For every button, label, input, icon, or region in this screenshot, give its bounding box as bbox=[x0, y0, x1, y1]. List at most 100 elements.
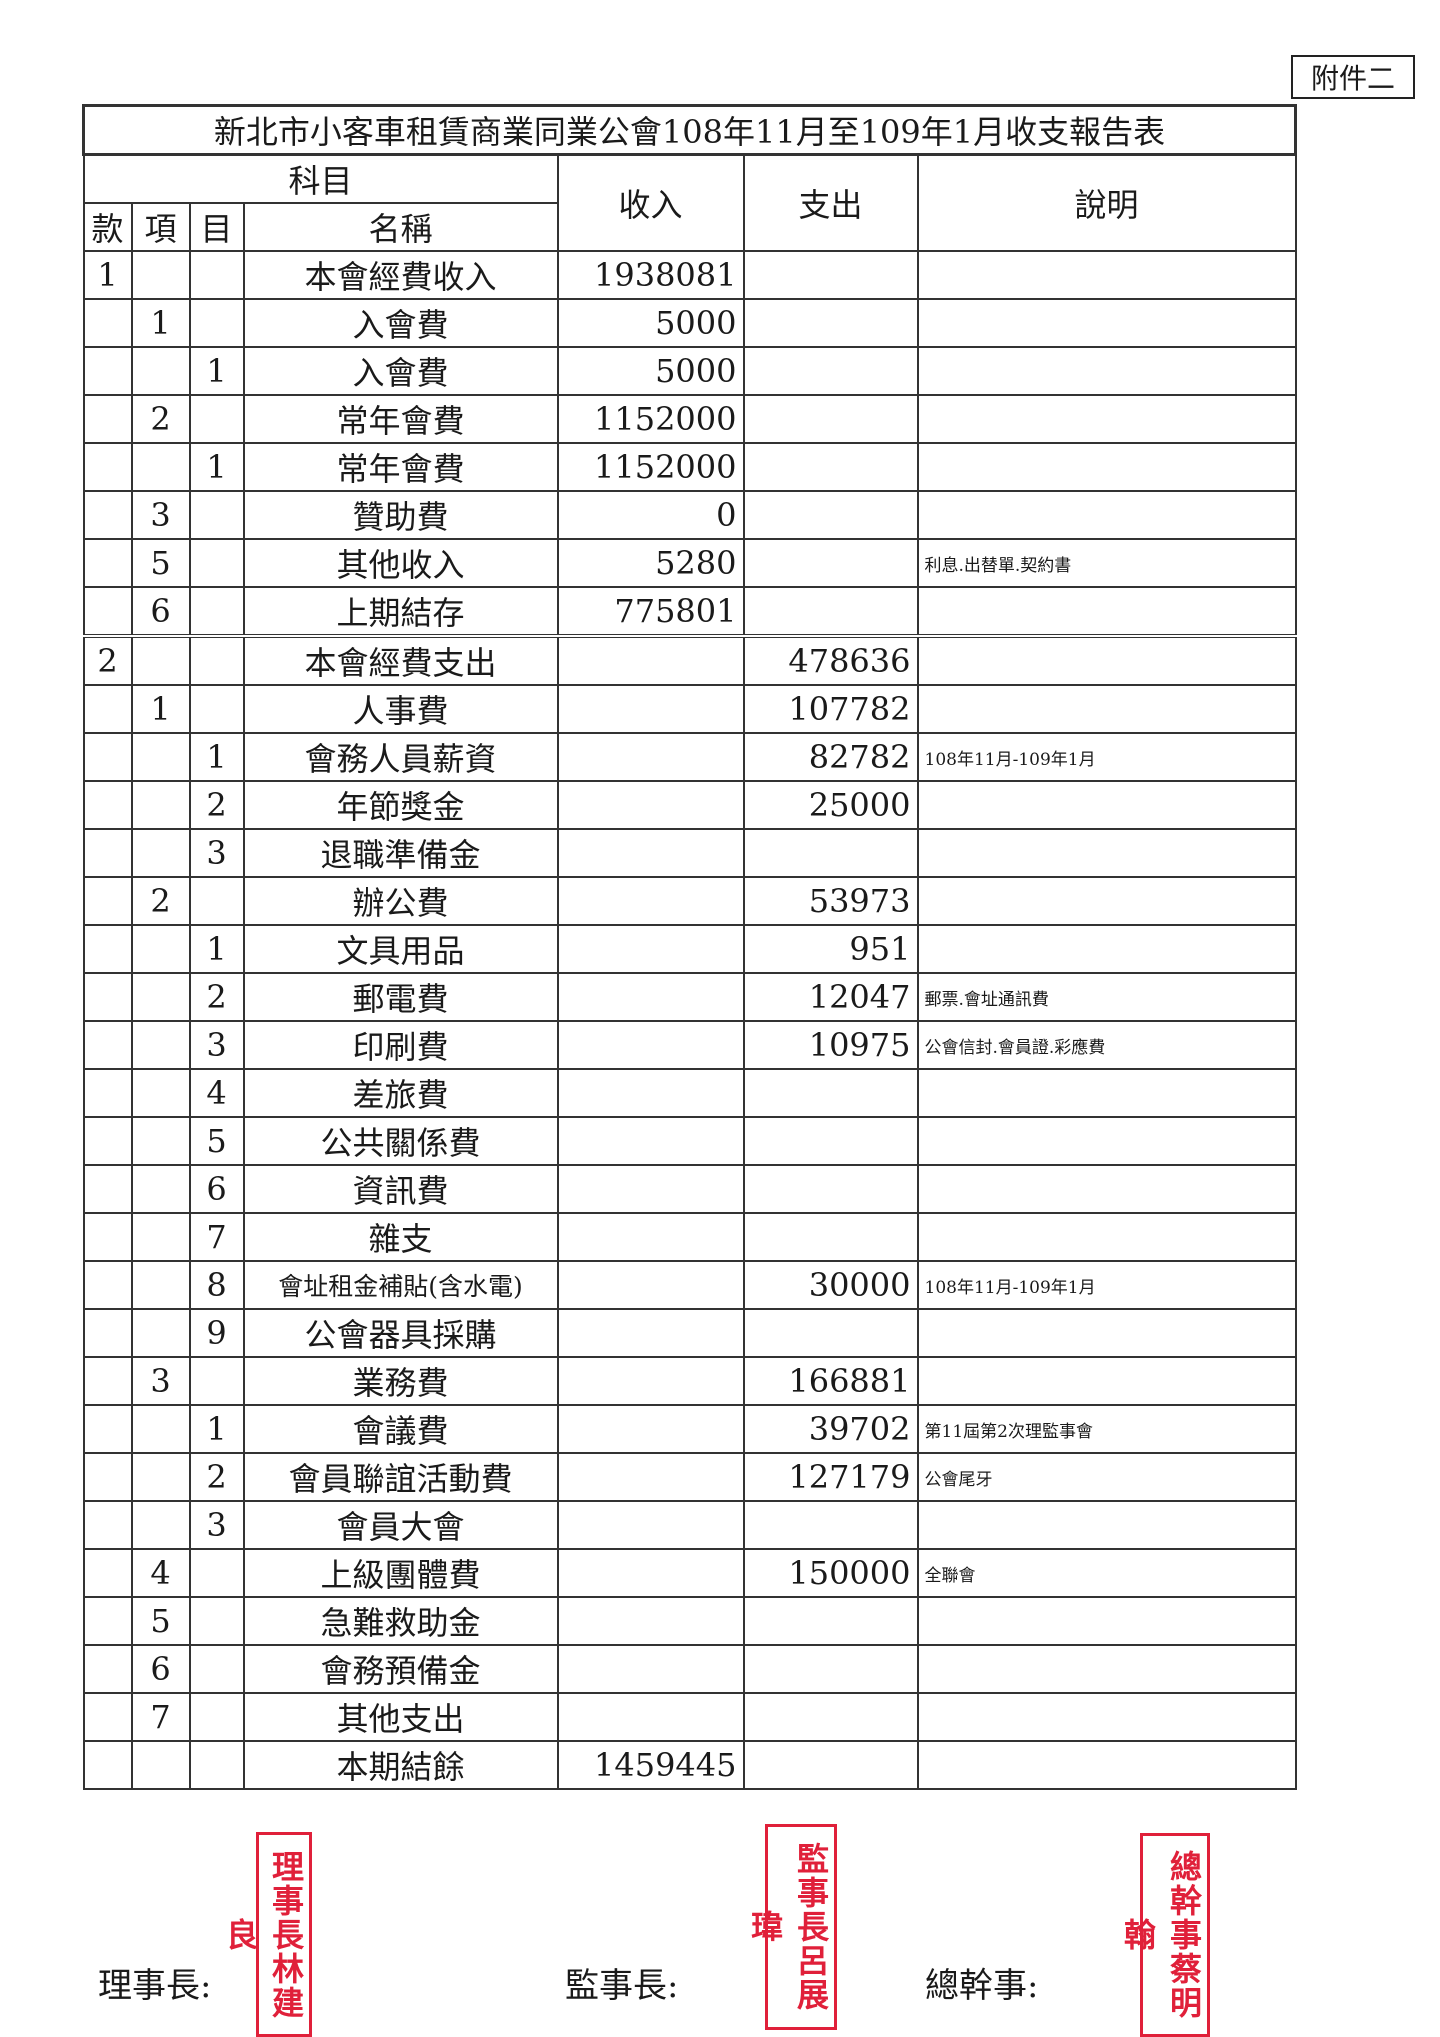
name-cell: 入會費 bbox=[242, 346, 559, 396]
note-cell bbox=[916, 298, 1297, 348]
kuan-cell bbox=[82, 876, 133, 926]
table-row: 5 急難救助金 bbox=[82, 1596, 1297, 1646]
note-cell bbox=[916, 490, 1297, 540]
expense-cell bbox=[742, 1308, 919, 1358]
note-cell bbox=[916, 346, 1297, 396]
expense-cell bbox=[742, 1068, 919, 1118]
name-cell: 郵電費 bbox=[242, 972, 559, 1022]
header-kuan: 款 bbox=[82, 202, 133, 252]
income-cell: 1152000 bbox=[556, 442, 745, 492]
kuan-cell: 2 bbox=[82, 635, 133, 686]
xiang-cell bbox=[130, 1404, 191, 1454]
kuan-cell bbox=[82, 1548, 133, 1598]
kuan-cell bbox=[82, 1212, 133, 1262]
table-row: 1 本會經費收入 1938081 bbox=[82, 250, 1297, 300]
kuan-cell bbox=[82, 1500, 133, 1550]
note-cell bbox=[916, 394, 1297, 444]
name-cell: 差旅費 bbox=[242, 1068, 559, 1118]
income-cell: 5000 bbox=[556, 346, 745, 396]
note-cell: 公會尾牙 bbox=[916, 1452, 1297, 1502]
mu-cell: 5 bbox=[188, 1116, 245, 1166]
header-subject: 科目 bbox=[82, 153, 559, 204]
kuan-cell bbox=[82, 828, 133, 878]
income-cell: 0 bbox=[556, 490, 745, 540]
header-income: 收入 bbox=[556, 153, 745, 252]
income-cell bbox=[556, 1356, 745, 1406]
table-row: 3 業務費 166881 bbox=[82, 1356, 1297, 1406]
expense-cell: 12047 bbox=[742, 972, 919, 1022]
note-cell bbox=[916, 1068, 1297, 1118]
xiang-cell: 1 bbox=[130, 298, 191, 348]
expense-cell bbox=[742, 1116, 919, 1166]
mu-cell bbox=[188, 538, 245, 588]
name-cell: 入會費 bbox=[242, 298, 559, 348]
note-cell bbox=[916, 1692, 1297, 1742]
header-name: 名稱 bbox=[242, 202, 559, 252]
kuan-cell bbox=[82, 1644, 133, 1694]
mu-cell: 3 bbox=[188, 1020, 245, 1070]
income-cell bbox=[556, 1164, 745, 1214]
mu-cell: 3 bbox=[188, 1500, 245, 1550]
kuan-cell bbox=[82, 684, 133, 734]
xiang-cell bbox=[130, 1212, 191, 1262]
table-row: 5 其他收入 5280 利息.出替單.契約書 bbox=[82, 538, 1297, 588]
annex-label: 附件二 bbox=[1291, 55, 1415, 99]
xiang-cell: 4 bbox=[130, 1548, 191, 1598]
mu-cell: 3 bbox=[188, 828, 245, 878]
expense-cell: 82782 bbox=[742, 732, 919, 782]
name-cell: 公會器具採購 bbox=[242, 1308, 559, 1358]
kuan-cell bbox=[82, 298, 133, 348]
table-row: 6 上期結存 775801 bbox=[82, 586, 1297, 638]
income-cell bbox=[556, 1260, 745, 1310]
income-cell: 775801 bbox=[556, 586, 745, 638]
header-mu: 目 bbox=[188, 202, 245, 252]
chairman-label: 理事長: bbox=[98, 1966, 212, 2006]
xiang-cell bbox=[130, 1116, 191, 1166]
kuan-cell bbox=[82, 1692, 133, 1742]
xiang-cell bbox=[130, 732, 191, 782]
expense-cell: 10975 bbox=[742, 1020, 919, 1070]
income-cell bbox=[556, 1500, 745, 1550]
name-cell: 文具用品 bbox=[242, 924, 559, 974]
mu-cell: 2 bbox=[188, 780, 245, 830]
kuan-cell bbox=[82, 490, 133, 540]
mu-cell bbox=[188, 635, 245, 686]
note-cell bbox=[916, 780, 1297, 830]
expense-cell: 25000 bbox=[742, 780, 919, 830]
expense-cell: 30000 bbox=[742, 1260, 919, 1310]
xiang-cell: 2 bbox=[130, 876, 191, 926]
income-cell bbox=[556, 1692, 745, 1742]
note-cell bbox=[916, 442, 1297, 492]
header-xiang: 項 bbox=[130, 202, 191, 252]
note-cell bbox=[916, 1356, 1297, 1406]
expense-cell bbox=[742, 298, 919, 348]
xiang-cell: 6 bbox=[130, 586, 191, 638]
name-cell: 常年會費 bbox=[242, 442, 559, 492]
mu-cell: 8 bbox=[188, 1260, 245, 1310]
table-row: 1 入會費 5000 bbox=[82, 346, 1297, 396]
name-cell: 其他收入 bbox=[242, 538, 559, 588]
note-cell bbox=[916, 1644, 1297, 1694]
name-cell: 上期結存 bbox=[242, 586, 559, 638]
kuan-cell bbox=[82, 1404, 133, 1454]
expense-cell bbox=[742, 346, 919, 396]
income-cell: 1938081 bbox=[556, 250, 745, 300]
mu-cell bbox=[188, 876, 245, 926]
table-row: 3 贊助費 0 bbox=[82, 490, 1297, 540]
expense-cell bbox=[742, 1644, 919, 1694]
note-cell bbox=[916, 828, 1297, 878]
table-row: 5 公共關係費 bbox=[82, 1116, 1297, 1166]
mu-cell: 6 bbox=[188, 1164, 245, 1214]
name-cell: 公共關係費 bbox=[242, 1116, 559, 1166]
kuan-cell bbox=[82, 346, 133, 396]
name-cell: 資訊費 bbox=[242, 1164, 559, 1214]
mu-cell bbox=[188, 490, 245, 540]
xiang-cell bbox=[130, 635, 191, 686]
income-cell bbox=[556, 635, 745, 686]
income-cell bbox=[556, 924, 745, 974]
mu-cell bbox=[188, 1596, 245, 1646]
note-cell bbox=[916, 1596, 1297, 1646]
income-cell bbox=[556, 1596, 745, 1646]
name-cell: 會議費 bbox=[242, 1404, 559, 1454]
income-cell bbox=[556, 1020, 745, 1070]
